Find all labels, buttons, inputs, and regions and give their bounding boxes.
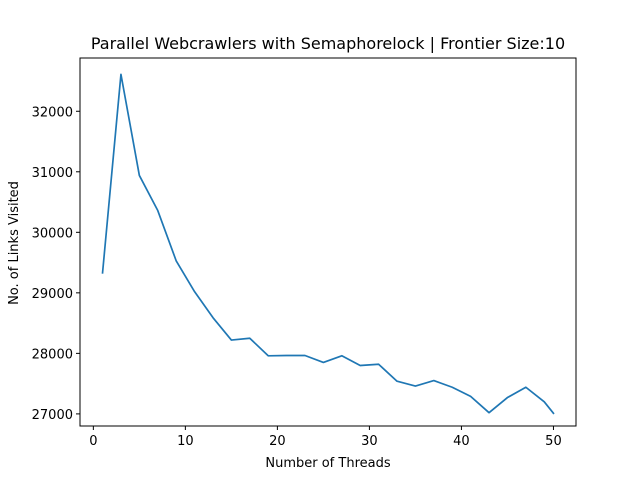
y-tick-label: 27000: [32, 408, 73, 423]
y-tick-label: 30000: [32, 226, 73, 241]
x-tick-label: 30: [361, 434, 378, 449]
x-tick-label: 20: [269, 434, 286, 449]
plot-area: 0 10 20 30 40 50 27000 28000 29000 30000 31000 3200…: [32, 57, 577, 449]
y-axis-label: No. of Links Visited: [7, 181, 22, 305]
y-tick-label: 32000: [32, 105, 73, 120]
y-tick-label: 29000: [32, 287, 73, 302]
plot-frame: [79, 57, 577, 427]
x-tick-label: 40: [453, 434, 470, 449]
x-tick-label: 10: [177, 434, 194, 449]
series-line-0: [101, 73, 555, 415]
chart-title: Parallel Webcrawlers with Semaphorelock …: [91, 34, 565, 53]
x-tick-label: 50: [545, 434, 562, 449]
x-axis-label: Number of Threads: [265, 456, 390, 471]
x-tick-label: 0: [89, 434, 97, 449]
y-tick-label: 31000: [32, 166, 73, 181]
y-tick-label: 28000: [32, 347, 73, 362]
